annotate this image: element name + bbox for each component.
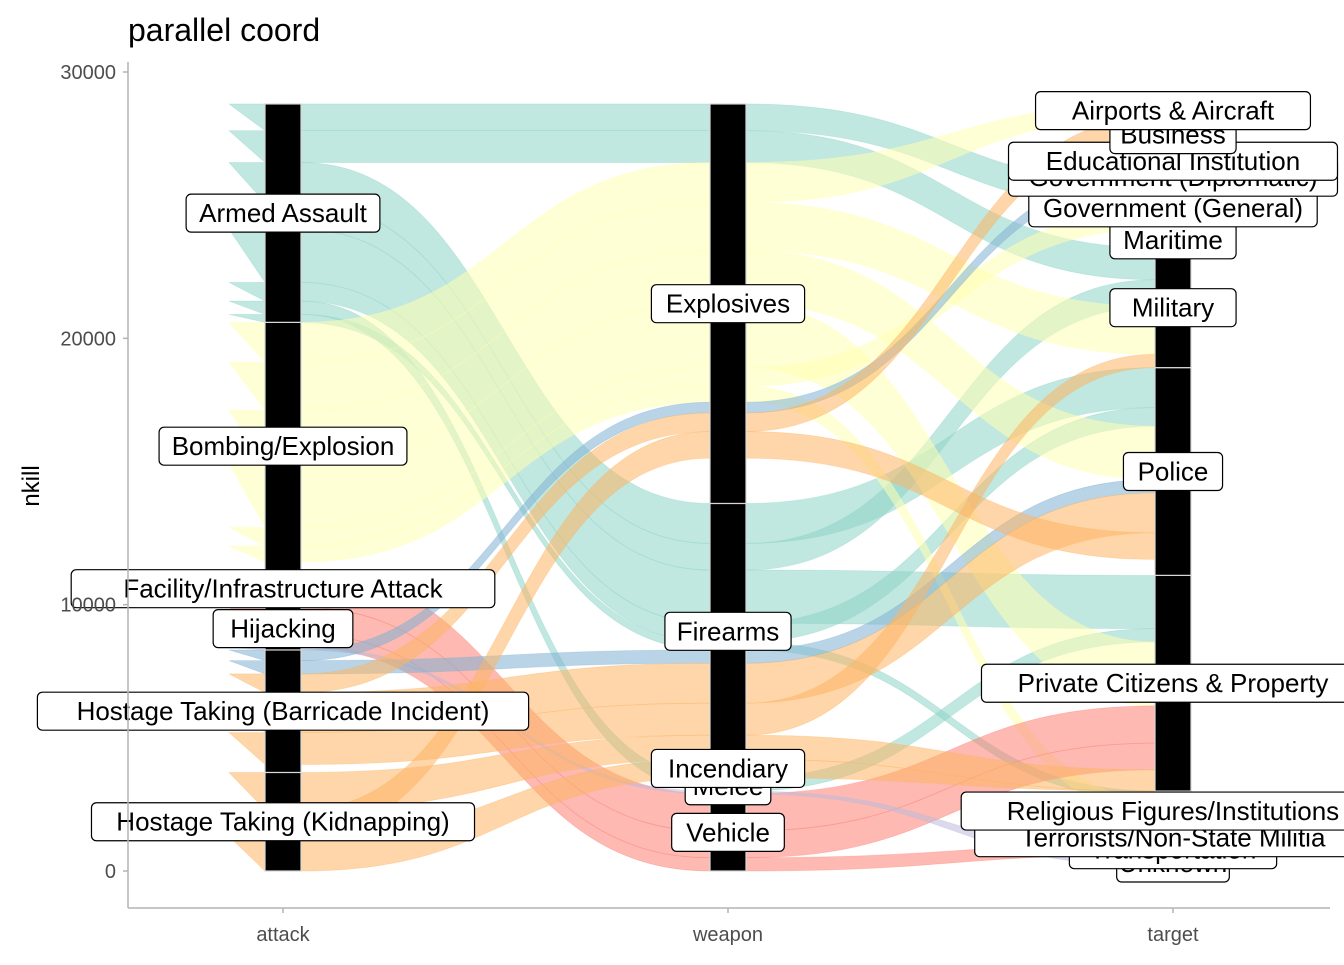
stratum-label-text: Military bbox=[1132, 293, 1214, 323]
stratum-label: Police bbox=[1122, 451, 1224, 492]
stratum-label: Hijacking bbox=[212, 609, 354, 649]
stratum-label-box bbox=[960, 791, 1344, 831]
stratum-label: Explosives bbox=[650, 284, 806, 324]
stratum-label-text: Government (General) bbox=[1043, 193, 1303, 223]
y-tick-label: 10000 bbox=[60, 595, 116, 617]
stratum-label: Government (General) bbox=[1028, 188, 1318, 228]
stratum-label: Armed Assault bbox=[185, 193, 381, 233]
stratum-label-box bbox=[1122, 451, 1224, 492]
stratum-label-box bbox=[671, 812, 785, 852]
stratum-label: Military bbox=[1109, 288, 1237, 328]
stratum-label-box bbox=[212, 609, 354, 649]
stratum-label: Vehicle bbox=[671, 812, 785, 852]
stratum-label: Private Citizens & Property bbox=[980, 663, 1344, 703]
stratum-label-box bbox=[664, 611, 792, 651]
y-tick-label: 30000 bbox=[60, 62, 116, 84]
stratum-label-box bbox=[70, 569, 496, 609]
stratum-label-text: Police bbox=[1138, 457, 1209, 487]
stratum-label-text: Maritime bbox=[1123, 225, 1223, 255]
x-tick-label: target bbox=[1147, 924, 1199, 946]
stratum-label: Bombing/Explosion bbox=[158, 426, 408, 466]
stratum-label-box bbox=[36, 691, 530, 731]
y-axis-label: nkill bbox=[18, 465, 45, 506]
stratum-label-text: Hostage Taking (Kidnapping) bbox=[116, 807, 449, 837]
stratum-label: Hostage Taking (Barricade Incident) bbox=[36, 691, 530, 731]
y-tick-label: 0 bbox=[105, 861, 116, 883]
stratum-label-text: Armed Assault bbox=[199, 198, 367, 228]
stratum-label-text: Religious Figures/Institutions bbox=[1007, 796, 1339, 826]
stratum-label-box bbox=[1034, 91, 1312, 131]
stratum-label-box bbox=[90, 802, 476, 842]
stratum-label: Facility/Infrastructure Attack bbox=[70, 569, 496, 609]
stratum-label: Hostage Taking (Kidnapping) bbox=[90, 802, 476, 842]
stratum-label-text: Private Citizens & Property bbox=[1018, 668, 1329, 698]
stratum-label-text: Airports & Aircraft bbox=[1072, 96, 1275, 126]
stratum-label-box bbox=[158, 426, 408, 466]
stratum-labels-layer: Hostage Taking (Kidnapping) Hostage Takin… bbox=[36, 91, 1344, 883]
stratum-label-box bbox=[185, 193, 381, 233]
stratum-label-text: Hostage Taking (Barricade Incident) bbox=[77, 696, 490, 726]
x-tick-label: weapon bbox=[692, 924, 763, 946]
x-tick-label: attack bbox=[256, 924, 310, 946]
stratum-label-box bbox=[1109, 288, 1237, 328]
stratum-label-box bbox=[650, 284, 806, 324]
chart-title: parallel coord bbox=[128, 12, 320, 48]
stratum-label-box bbox=[980, 663, 1344, 703]
stratum-label: Firearms bbox=[664, 611, 792, 651]
stratum-label: Airports & Aircraft bbox=[1034, 91, 1312, 131]
stratum-label-text: Firearms bbox=[677, 616, 780, 646]
stratum-label: Religious Figures/Institutions bbox=[960, 791, 1344, 831]
stratum-label: Incendiary bbox=[650, 748, 806, 789]
stratum-label: Maritime bbox=[1109, 220, 1237, 260]
stratum-label-text: Explosives bbox=[666, 289, 790, 319]
stratum-label: Educational Institution bbox=[1007, 141, 1339, 181]
stratum-label-text: Facility/Infrastructure Attack bbox=[123, 574, 443, 604]
stratum-label-text: Bombing/Explosion bbox=[172, 431, 395, 461]
stratum-label-text: Vehicle bbox=[686, 817, 770, 847]
stratum-label-text: Incendiary bbox=[668, 753, 788, 783]
y-tick-label: 20000 bbox=[60, 328, 116, 350]
stratum-label-text: Hijacking bbox=[230, 614, 336, 644]
stratum-label-box bbox=[650, 748, 806, 789]
axis-layer: 0 10000 20000 30000 attack weapon target bbox=[60, 62, 1330, 946]
